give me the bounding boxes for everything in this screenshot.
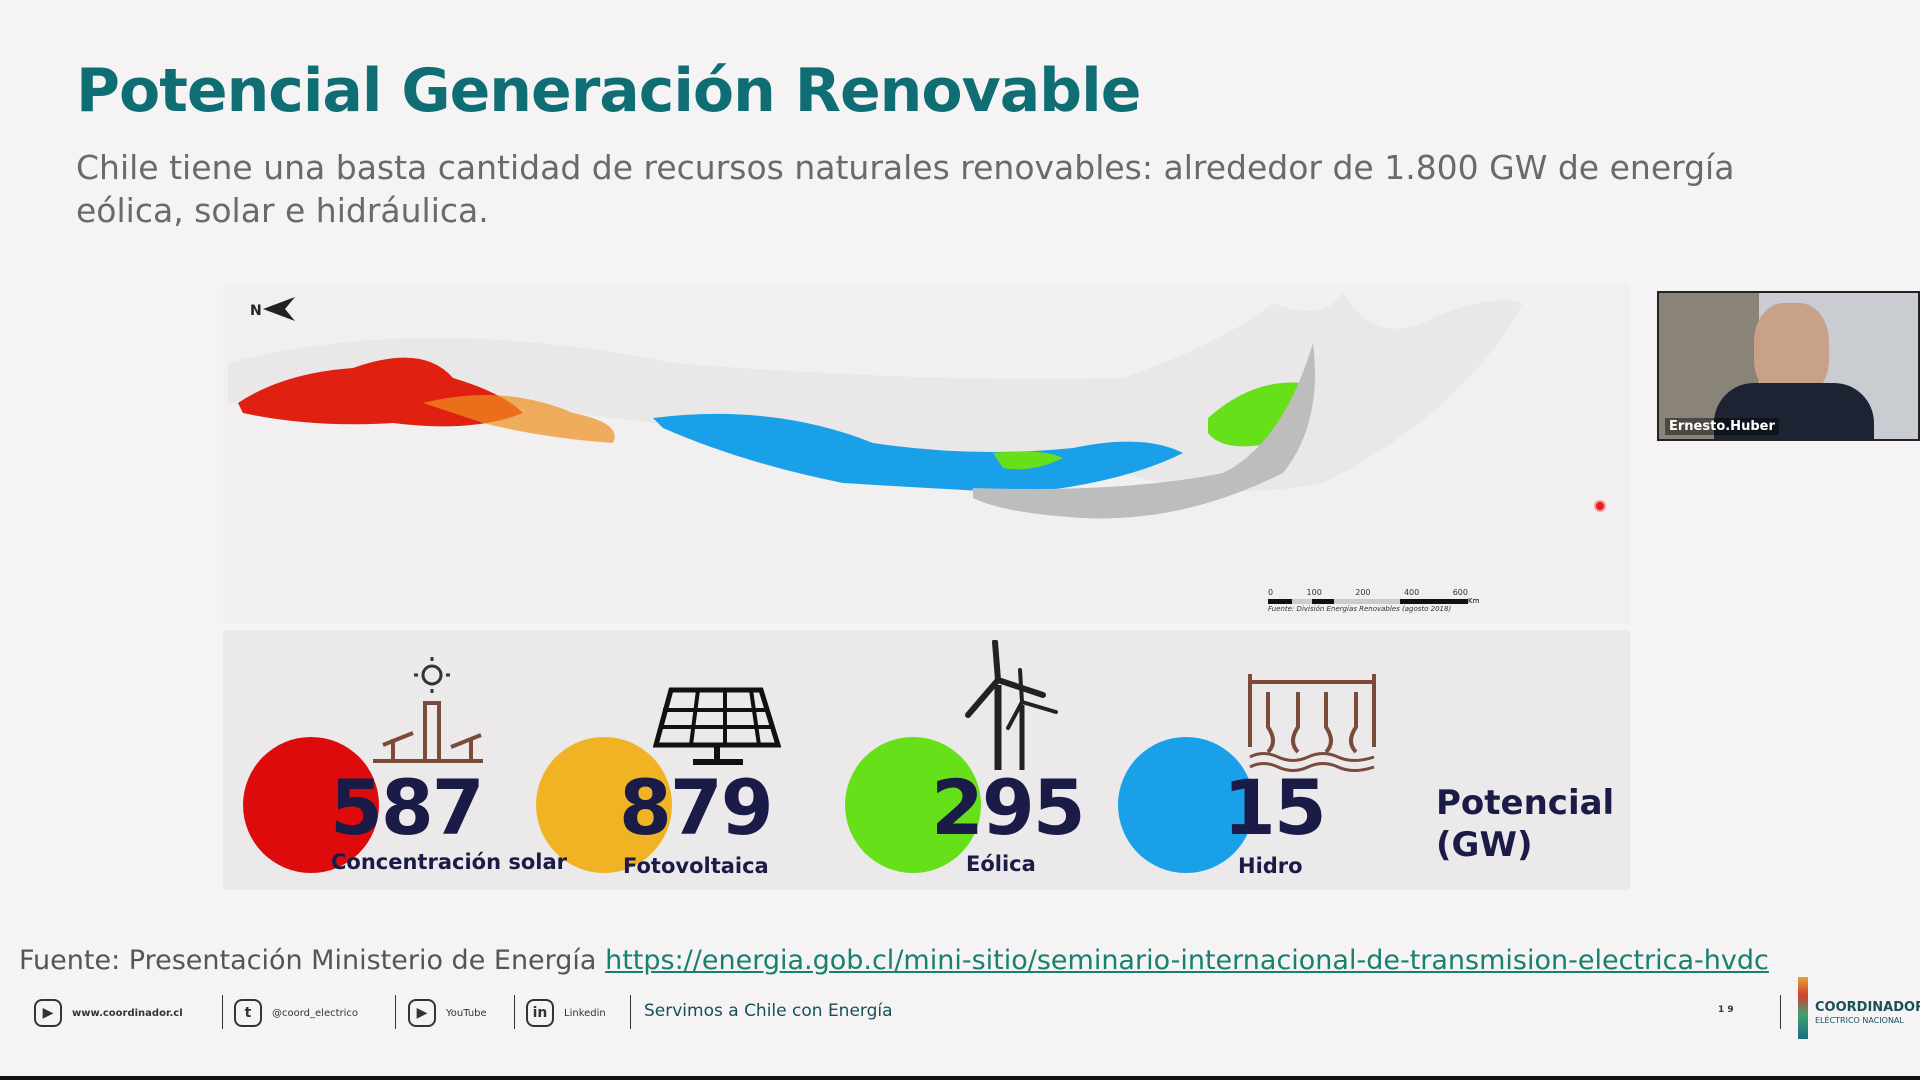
pointer-dot [1594,500,1606,512]
hydro-value: 15 [1223,763,1327,852]
north-arrow-icon: N [250,297,295,321]
linkedin-label[interactable]: Linkedin [564,1007,606,1019]
map-scale-bar: 0 100 200 400 600 Km Fuente: División En… [1268,588,1488,624]
scale-tick: 100 [1306,588,1322,597]
solar-tower-icon [373,657,483,763]
unit-label: (GW) [1436,825,1533,865]
twitter-label[interactable]: @coord_electrico [272,1007,359,1019]
wind-turbine-icon [965,640,1058,770]
twitter-icon[interactable]: t [234,999,262,1027]
wind-region-2 [993,451,1063,470]
scale-tick: 0 [1268,588,1274,597]
logo-line-2: ELÉCTRICO NACIONAL [1815,1016,1904,1025]
potential-label: Potencial [1436,783,1615,823]
youtube-icon[interactable]: ▶ [408,999,436,1027]
participant-name: Ernesto.Huber [1665,418,1779,435]
wind-value: 295 [931,763,1086,852]
slide-subtitle: Chile tiene una basta cantidad de recurs… [76,148,1735,230]
map-source: Fuente: División Energías Renovables (ag… [1268,605,1452,613]
chile-outline [228,293,1523,491]
logo-text: COORDINADOR ELÉCTRICO NACIONAL [1815,1001,1920,1027]
pv-region [423,395,615,443]
hydro-circle [1118,737,1254,873]
csp-value: 587 [330,763,485,852]
pv-label: Fotovoltaica [623,854,769,878]
scale-tick: 600 [1452,588,1468,597]
wind-hydro-region [653,413,1183,493]
gray-south [973,343,1315,519]
source-line: Fuente: Presentación Ministerio de Energ… [19,945,1769,976]
logo-line-1: COORDINADOR [1815,1000,1920,1015]
youtube-label[interactable]: YouTube [446,1007,487,1019]
scale-tick: 400 [1403,588,1420,597]
wind-label: Eólica [966,852,1036,876]
potential-unit-label: Potencial (GW) [1436,782,1614,866]
svg-text:N: N [250,303,262,319]
csp-label: Concentración solar [331,850,567,874]
slogan: Servimos a Chile con Energía [644,1001,893,1021]
slide-title: Potencial Generación Renovable [76,56,1141,126]
solar-panel-icon [653,687,782,765]
hydro-label: Hidro [1238,854,1303,878]
renewable-map: N [223,283,1630,623]
csp-circle [243,737,379,873]
bottom-bar [0,1076,1920,1080]
slide-footer: ▶ www.coordinador.cl t @coord_electrico ▶ Y… [0,977,1920,1039]
potential-panel: 587 879 295 15 Concentración solar Fotov… [223,630,1630,890]
scale-unit: Km [1468,597,1480,605]
linkedin-icon[interactable]: in [526,999,554,1027]
pv-circle [536,737,672,873]
source-link[interactable]: https://energia.gob.cl/mini-sitio/semina… [605,945,1769,976]
participant-video[interactable]: Ernesto.Huber [1657,291,1920,441]
dam-icon [1248,674,1376,772]
website-label[interactable]: www.coordinador.cl [72,1007,183,1019]
pv-value: 879 [619,763,774,852]
page-number: 1 9 [1718,1005,1734,1015]
source-prefix: Fuente: Presentación Ministerio de Energ… [19,945,606,976]
logo-mark [1798,977,1808,1039]
web-play-icon[interactable]: ▶ [34,999,62,1027]
scale-tick: 200 [1355,588,1371,597]
wind-circle [845,737,981,873]
